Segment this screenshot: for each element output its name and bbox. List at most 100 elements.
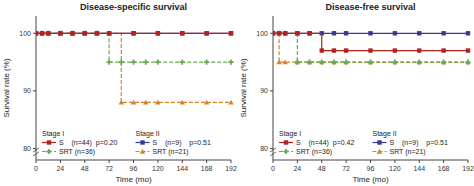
legend-entry: SRT (n=21) xyxy=(153,148,189,156)
point xyxy=(307,31,311,35)
y-tick-label: 100 xyxy=(19,30,31,37)
y-axis-label: Survival rate (%) xyxy=(239,58,248,117)
y-tick-label: 90 xyxy=(23,87,31,94)
point xyxy=(295,59,300,64)
point xyxy=(441,59,446,64)
title: Disease-specific survival xyxy=(80,2,187,12)
legend-entry: SRT (n=36) xyxy=(59,148,95,156)
point xyxy=(204,31,208,35)
y-tick xyxy=(270,148,273,149)
point xyxy=(229,31,233,35)
point xyxy=(465,59,470,64)
point xyxy=(466,48,470,52)
legend-marker xyxy=(140,149,145,154)
figure: Disease-specific survival024487296120144… xyxy=(0,0,474,186)
legend-marker xyxy=(377,140,381,144)
point xyxy=(277,31,281,35)
point xyxy=(36,31,38,35)
point xyxy=(331,59,336,64)
point xyxy=(393,48,397,52)
point xyxy=(106,31,111,36)
legend-marker xyxy=(47,140,51,144)
legend-marker xyxy=(284,140,288,144)
point xyxy=(131,100,136,105)
x-axis-label: Time (mo) xyxy=(115,175,151,184)
x-tick xyxy=(321,160,322,163)
point xyxy=(131,31,135,35)
x-tick xyxy=(419,160,420,163)
point xyxy=(319,59,324,64)
point xyxy=(277,31,281,35)
y-axis-label: Survival rate (%) xyxy=(2,58,11,117)
point xyxy=(155,100,160,105)
point xyxy=(368,48,372,52)
legend: Stage IS (n=44) p=0.20SRT (n=36)Stage II… xyxy=(42,130,211,156)
x-tick-label: 168 xyxy=(438,165,450,172)
x-tick-label: 24 xyxy=(293,165,301,172)
point xyxy=(417,59,422,64)
point xyxy=(94,31,99,36)
point xyxy=(295,31,299,35)
point xyxy=(441,48,445,52)
point xyxy=(180,31,184,35)
survival-line xyxy=(36,33,231,62)
point xyxy=(283,31,287,35)
point xyxy=(320,48,324,52)
point xyxy=(95,31,99,35)
legend-entry: S (n=44) p=0.42 xyxy=(296,139,354,147)
point xyxy=(368,31,372,35)
point xyxy=(465,59,470,64)
point xyxy=(107,31,111,35)
point xyxy=(39,31,44,36)
y-tick xyxy=(270,33,273,34)
x-tick-label: 96 xyxy=(130,165,138,172)
legend-header: Stage I xyxy=(42,130,64,138)
point xyxy=(45,31,50,36)
point xyxy=(58,31,62,35)
point xyxy=(332,31,336,35)
x-tick xyxy=(297,160,298,163)
point xyxy=(343,59,348,64)
x-tick-label: 120 xyxy=(152,165,164,172)
point xyxy=(368,59,373,64)
axis-break xyxy=(270,152,276,156)
point xyxy=(46,31,50,35)
x-tick-label: 96 xyxy=(367,165,375,172)
point xyxy=(107,59,112,64)
x-tick xyxy=(273,160,274,163)
point xyxy=(58,31,63,36)
y-axis-line xyxy=(273,16,274,160)
point xyxy=(82,31,87,36)
point xyxy=(276,59,281,64)
x-tick-label: 48 xyxy=(318,165,326,172)
point xyxy=(70,31,74,35)
point xyxy=(204,100,209,105)
legend: Stage IS (n=44) p=0.42SRT (n=36)Stage II… xyxy=(279,130,448,156)
point xyxy=(441,59,446,64)
legend-header: Stage II xyxy=(373,130,397,138)
point xyxy=(58,31,63,36)
x-tick-label: 72 xyxy=(105,165,113,172)
plot-area xyxy=(36,31,234,105)
point xyxy=(307,31,311,35)
x-tick xyxy=(84,160,85,163)
y-tick-label: 80 xyxy=(260,145,268,152)
x-tick-label: 0 xyxy=(271,165,275,172)
legend-entry: S (n=9) p=0.51 xyxy=(390,139,448,147)
survival-line xyxy=(273,33,468,50)
point xyxy=(344,31,348,35)
point xyxy=(36,31,38,35)
point xyxy=(119,59,124,64)
point xyxy=(156,31,160,35)
survival-line xyxy=(273,33,468,62)
x-tick xyxy=(394,160,395,163)
point xyxy=(319,59,324,64)
point xyxy=(228,100,233,105)
x-tick-label: 72 xyxy=(342,165,350,172)
legend-header: Stage I xyxy=(279,130,301,138)
point xyxy=(417,59,422,64)
plot-area xyxy=(273,31,471,65)
x-axis-label: Time (mo) xyxy=(352,175,388,184)
point xyxy=(273,31,275,35)
x-tick xyxy=(157,160,158,163)
